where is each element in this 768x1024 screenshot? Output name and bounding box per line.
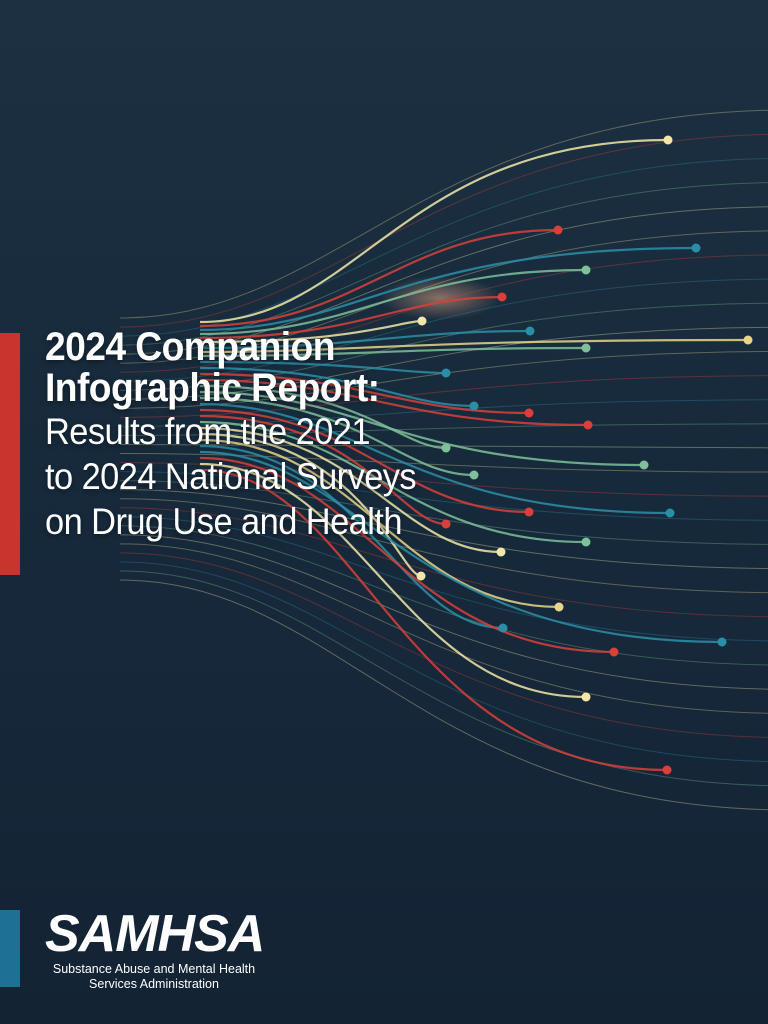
line-endpoint-dot <box>553 225 563 235</box>
title-line-1: 2024 Companion <box>45 325 335 369</box>
thin-line <box>119 534 768 690</box>
highlight-line <box>199 438 560 609</box>
highlight-line <box>199 246 697 332</box>
thin-line <box>119 561 768 762</box>
logo-tagline-line-2: Services Administration <box>89 977 219 991</box>
highlight-line <box>199 138 669 324</box>
highlight-line <box>199 408 530 514</box>
highlight-line <box>199 372 530 415</box>
line-endpoint-dot <box>609 647 619 657</box>
thin-line <box>119 570 768 786</box>
teal-accent-bar <box>0 910 20 987</box>
thin-line <box>119 543 768 714</box>
report-title: 2024 Companion Infographic Report: Resul… <box>45 327 505 544</box>
highlight-line <box>199 346 587 358</box>
title-line-2: Infographic Report: <box>45 366 380 410</box>
thin-lines-group <box>119 109 768 811</box>
highlight-line <box>199 228 559 328</box>
highlight-line <box>199 402 671 515</box>
samhsa-logo: SAMHSA Substance Abuse and Mental Health… <box>45 905 265 992</box>
line-endpoint-dot <box>639 460 649 470</box>
thin-line <box>119 278 768 382</box>
line-endpoint-dot <box>441 519 451 529</box>
thin-line <box>119 109 768 319</box>
line-endpoint-dot <box>581 537 591 547</box>
red-accent-bar <box>0 333 20 575</box>
line-endpoint-dot <box>583 420 593 430</box>
line-endpoint-dot <box>524 408 534 418</box>
line-endpoint-dots-group <box>416 135 753 775</box>
highlight-line <box>199 468 668 772</box>
highlight-line <box>199 456 615 654</box>
thin-line <box>119 206 768 355</box>
highlight-line <box>199 420 587 544</box>
highlight-line <box>199 414 447 526</box>
highlight-line <box>199 390 645 467</box>
line-endpoint-dot <box>497 292 507 302</box>
line-endpoint-dot <box>743 335 753 345</box>
highlight-line <box>199 426 502 554</box>
line-endpoint-dot <box>717 637 727 647</box>
thin-line <box>119 254 768 373</box>
highlight-line <box>199 338 749 354</box>
line-endpoint-dot <box>581 692 591 702</box>
highlight-line <box>199 450 723 644</box>
line-endpoint-dot <box>441 443 451 453</box>
thin-line <box>119 489 768 569</box>
highlight-line <box>199 295 503 340</box>
highlight-line <box>199 378 589 427</box>
highlight-line <box>199 396 475 477</box>
thin-line <box>119 552 768 738</box>
line-endpoint-dot <box>665 508 675 518</box>
thin-line <box>119 453 768 473</box>
line-endpoint-dot <box>524 507 534 517</box>
highlight-line <box>199 444 504 630</box>
line-endpoint-dot <box>441 368 451 378</box>
highlight-lines-group <box>199 138 749 772</box>
highlight-line <box>199 329 531 350</box>
logo-tagline-line-1: Substance Abuse and Mental Health <box>52 962 256 976</box>
line-endpoint-dot <box>416 571 426 581</box>
line-endpoint-dot <box>496 547 506 557</box>
highlight-line <box>199 360 447 375</box>
highlight-line <box>199 268 587 336</box>
line-endpoint-dot <box>469 470 479 480</box>
highlight-line <box>199 319 423 344</box>
line-endpoint-dot <box>417 316 427 326</box>
thin-line <box>119 516 768 642</box>
thin-line <box>119 525 768 666</box>
line-endpoint-dot <box>525 326 535 336</box>
line-endpoint-dot <box>469 401 479 411</box>
thin-line <box>119 182 768 346</box>
highlight-line <box>199 366 475 408</box>
subtitle-line-2: to 2024 National Surveys <box>45 456 417 497</box>
line-endpoint-dot <box>498 623 508 633</box>
highlight-line <box>199 384 447 450</box>
line-endpoint-dot <box>691 243 701 253</box>
thin-line <box>119 507 768 618</box>
subtitle-line-3: on Drug Use and Health <box>45 501 402 542</box>
line-endpoint-dot <box>662 765 672 775</box>
subtitle-line-1: Results from the 2021 <box>45 411 370 452</box>
highlight-line <box>199 432 422 578</box>
thin-line <box>119 326 768 400</box>
line-endpoint-dot <box>581 343 591 353</box>
thin-line <box>119 480 768 545</box>
line-endpoint-dot <box>581 265 591 275</box>
thin-line <box>119 579 768 811</box>
highlight-line <box>199 462 587 699</box>
line-endpoint-dot <box>663 135 673 145</box>
line-endpoint-dot <box>554 602 564 612</box>
thin-line <box>119 351 768 409</box>
thin-line <box>119 399 768 427</box>
thin-line <box>119 134 768 328</box>
logo-wordmark: SAMHSA <box>45 905 265 963</box>
